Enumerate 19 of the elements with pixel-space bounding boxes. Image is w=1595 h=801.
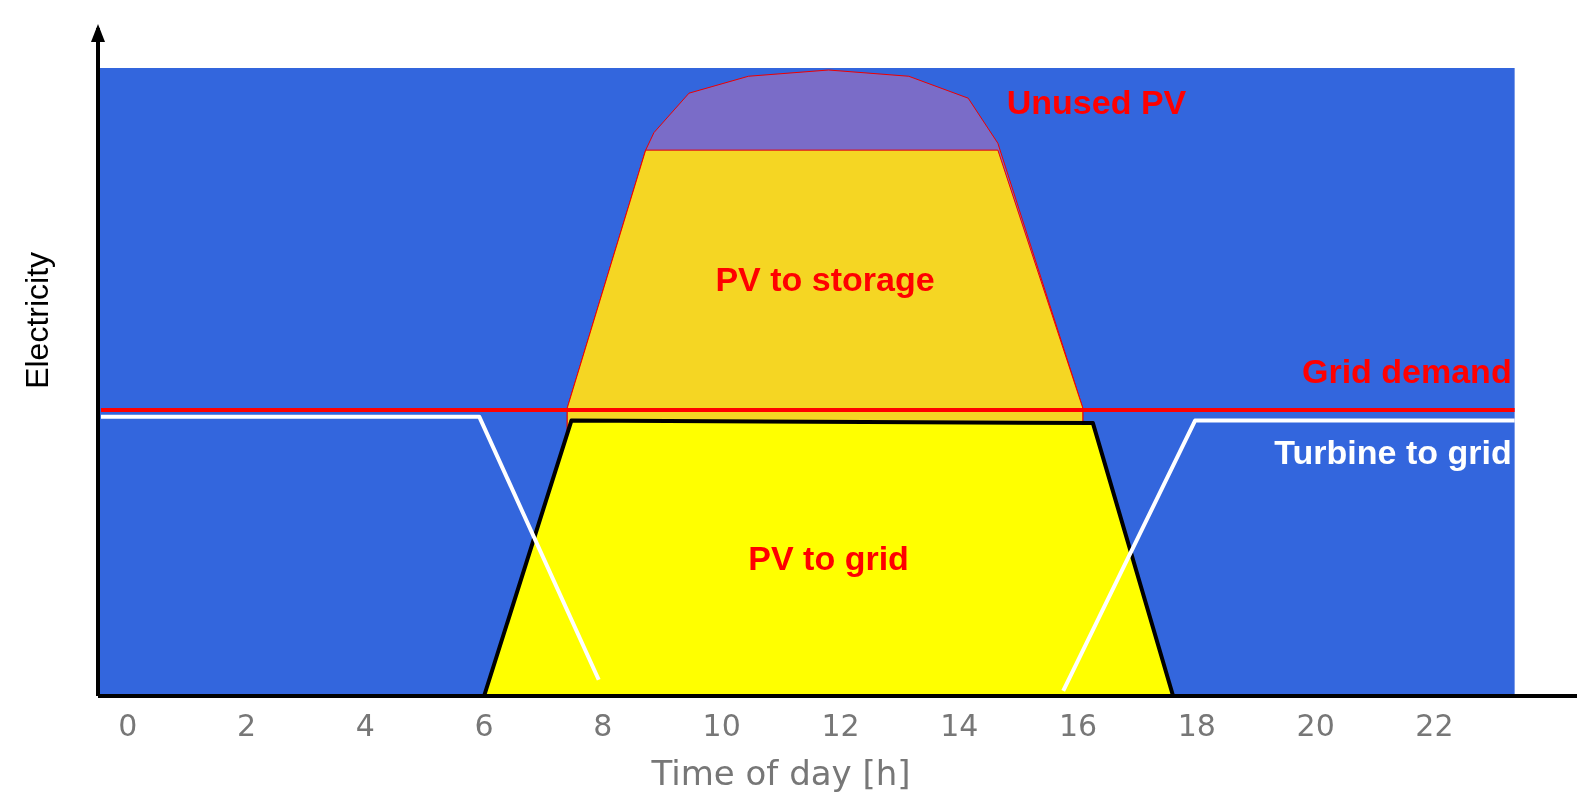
x-tick-label: 18 [1177,708,1216,743]
x-tick-label: 22 [1415,708,1454,743]
series-label: PV to storage [715,260,935,299]
y-axis-title: Electricity [19,251,55,389]
x-tick-label: 2 [236,708,257,743]
series-label: PV to grid [748,539,909,578]
x-tick-label: 8 [593,708,613,743]
series-label: Grid demand [1301,352,1512,390]
x-tick-label: 14 [940,708,979,743]
x-tick-label: 20 [1296,708,1335,743]
x-tick-label: 4 [355,708,375,743]
x-tick-label: 6 [474,708,494,743]
x-tick-label: 0 [118,708,138,743]
x-tick-label: 10 [702,708,741,743]
x-tick-label: 12 [821,708,860,743]
x-tick-label: 16 [1058,708,1098,743]
series-label: Unused PV [1006,82,1187,121]
series-label: Turbine to grid [1274,433,1512,472]
x-axis-title: Time of day [h] [650,753,911,793]
